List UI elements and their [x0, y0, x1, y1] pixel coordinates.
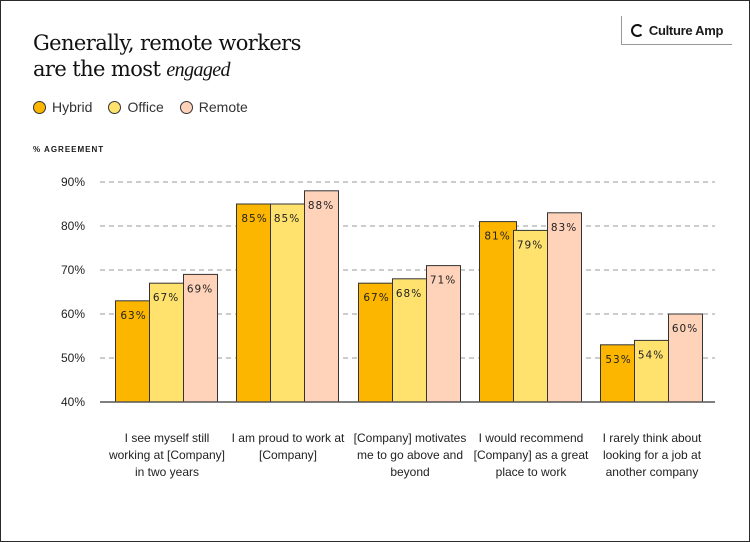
data-label: 68%: [396, 288, 422, 300]
y-tick-label: 90%: [61, 175, 85, 189]
bar-office: [392, 278, 427, 403]
bar-office: [634, 339, 669, 403]
data-label: 60%: [672, 323, 698, 335]
bar-hybrid: [600, 344, 638, 403]
data-label: 69%: [187, 283, 213, 295]
logo-c-icon: [630, 23, 644, 37]
legend-swatch: [33, 100, 46, 114]
data-label: 71%: [430, 275, 456, 287]
data-label: 81%: [484, 231, 510, 243]
legend-label: Office: [127, 99, 164, 115]
bar-hybrid: [236, 203, 274, 403]
y-tick-label: 80%: [61, 219, 85, 233]
legend-item-hybrid: Hybrid: [33, 99, 92, 115]
data-label: 83%: [551, 222, 577, 234]
y-tick-label: 40%: [61, 395, 85, 409]
x-tick-label: I rarely think about looking for a job a…: [602, 431, 702, 479]
data-label: 85%: [274, 213, 300, 225]
data-label: 67%: [363, 292, 389, 304]
bar-remote: [547, 212, 582, 403]
legend-label: Hybrid: [52, 99, 93, 115]
data-label: 54%: [638, 349, 664, 361]
legend-swatch: [108, 100, 122, 114]
y-tick-label: 70%: [61, 263, 85, 277]
bar-remote: [668, 313, 703, 403]
data-label: 85%: [241, 213, 267, 225]
x-tick-label: [Company] motivates me to go above and b…: [353, 431, 467, 479]
x-tick-label: I see myself still working at [Company] …: [108, 431, 226, 479]
x-tick-label: I am proud to work at [Company]: [231, 431, 345, 462]
chart-title: Generally, remote workers are the most e…: [33, 30, 301, 83]
data-label: 67%: [153, 292, 179, 304]
title-line-1: Generally, remote workers: [33, 31, 301, 55]
logo-text: Culture Amp: [648, 22, 724, 38]
y-axis-label: % AGREEMENT: [33, 145, 105, 154]
data-label: 63%: [120, 310, 146, 322]
bar-hybrid: [358, 282, 396, 403]
title-emphasis: engaged: [166, 59, 230, 81]
title-text: are the most: [33, 57, 167, 81]
data-label: 53%: [605, 354, 631, 366]
bar-hybrid: [479, 221, 517, 403]
data-label: 79%: [517, 239, 543, 251]
legend-item-remote: Remote: [179, 99, 248, 115]
bar-remote: [304, 190, 339, 403]
bar-remote: [426, 265, 461, 403]
legend-item-office: Office: [108, 99, 164, 115]
y-tick-label: 50%: [61, 351, 85, 365]
legend-label: Remote: [198, 99, 248, 115]
data-label: 88%: [308, 200, 334, 212]
bar-hybrid: [115, 300, 153, 403]
legend: Hybrid Office Remote: [33, 99, 248, 115]
y-tick-label: 60%: [61, 307, 85, 321]
title-line-2: are the most engaged: [33, 56, 301, 83]
bar-office: [513, 229, 548, 403]
x-tick-label: I would recommend [Company] as a great p…: [473, 431, 589, 479]
bar-office: [270, 203, 305, 403]
culture-amp-logo: Culture Amp: [621, 16, 732, 45]
legend-swatch: [179, 100, 193, 114]
